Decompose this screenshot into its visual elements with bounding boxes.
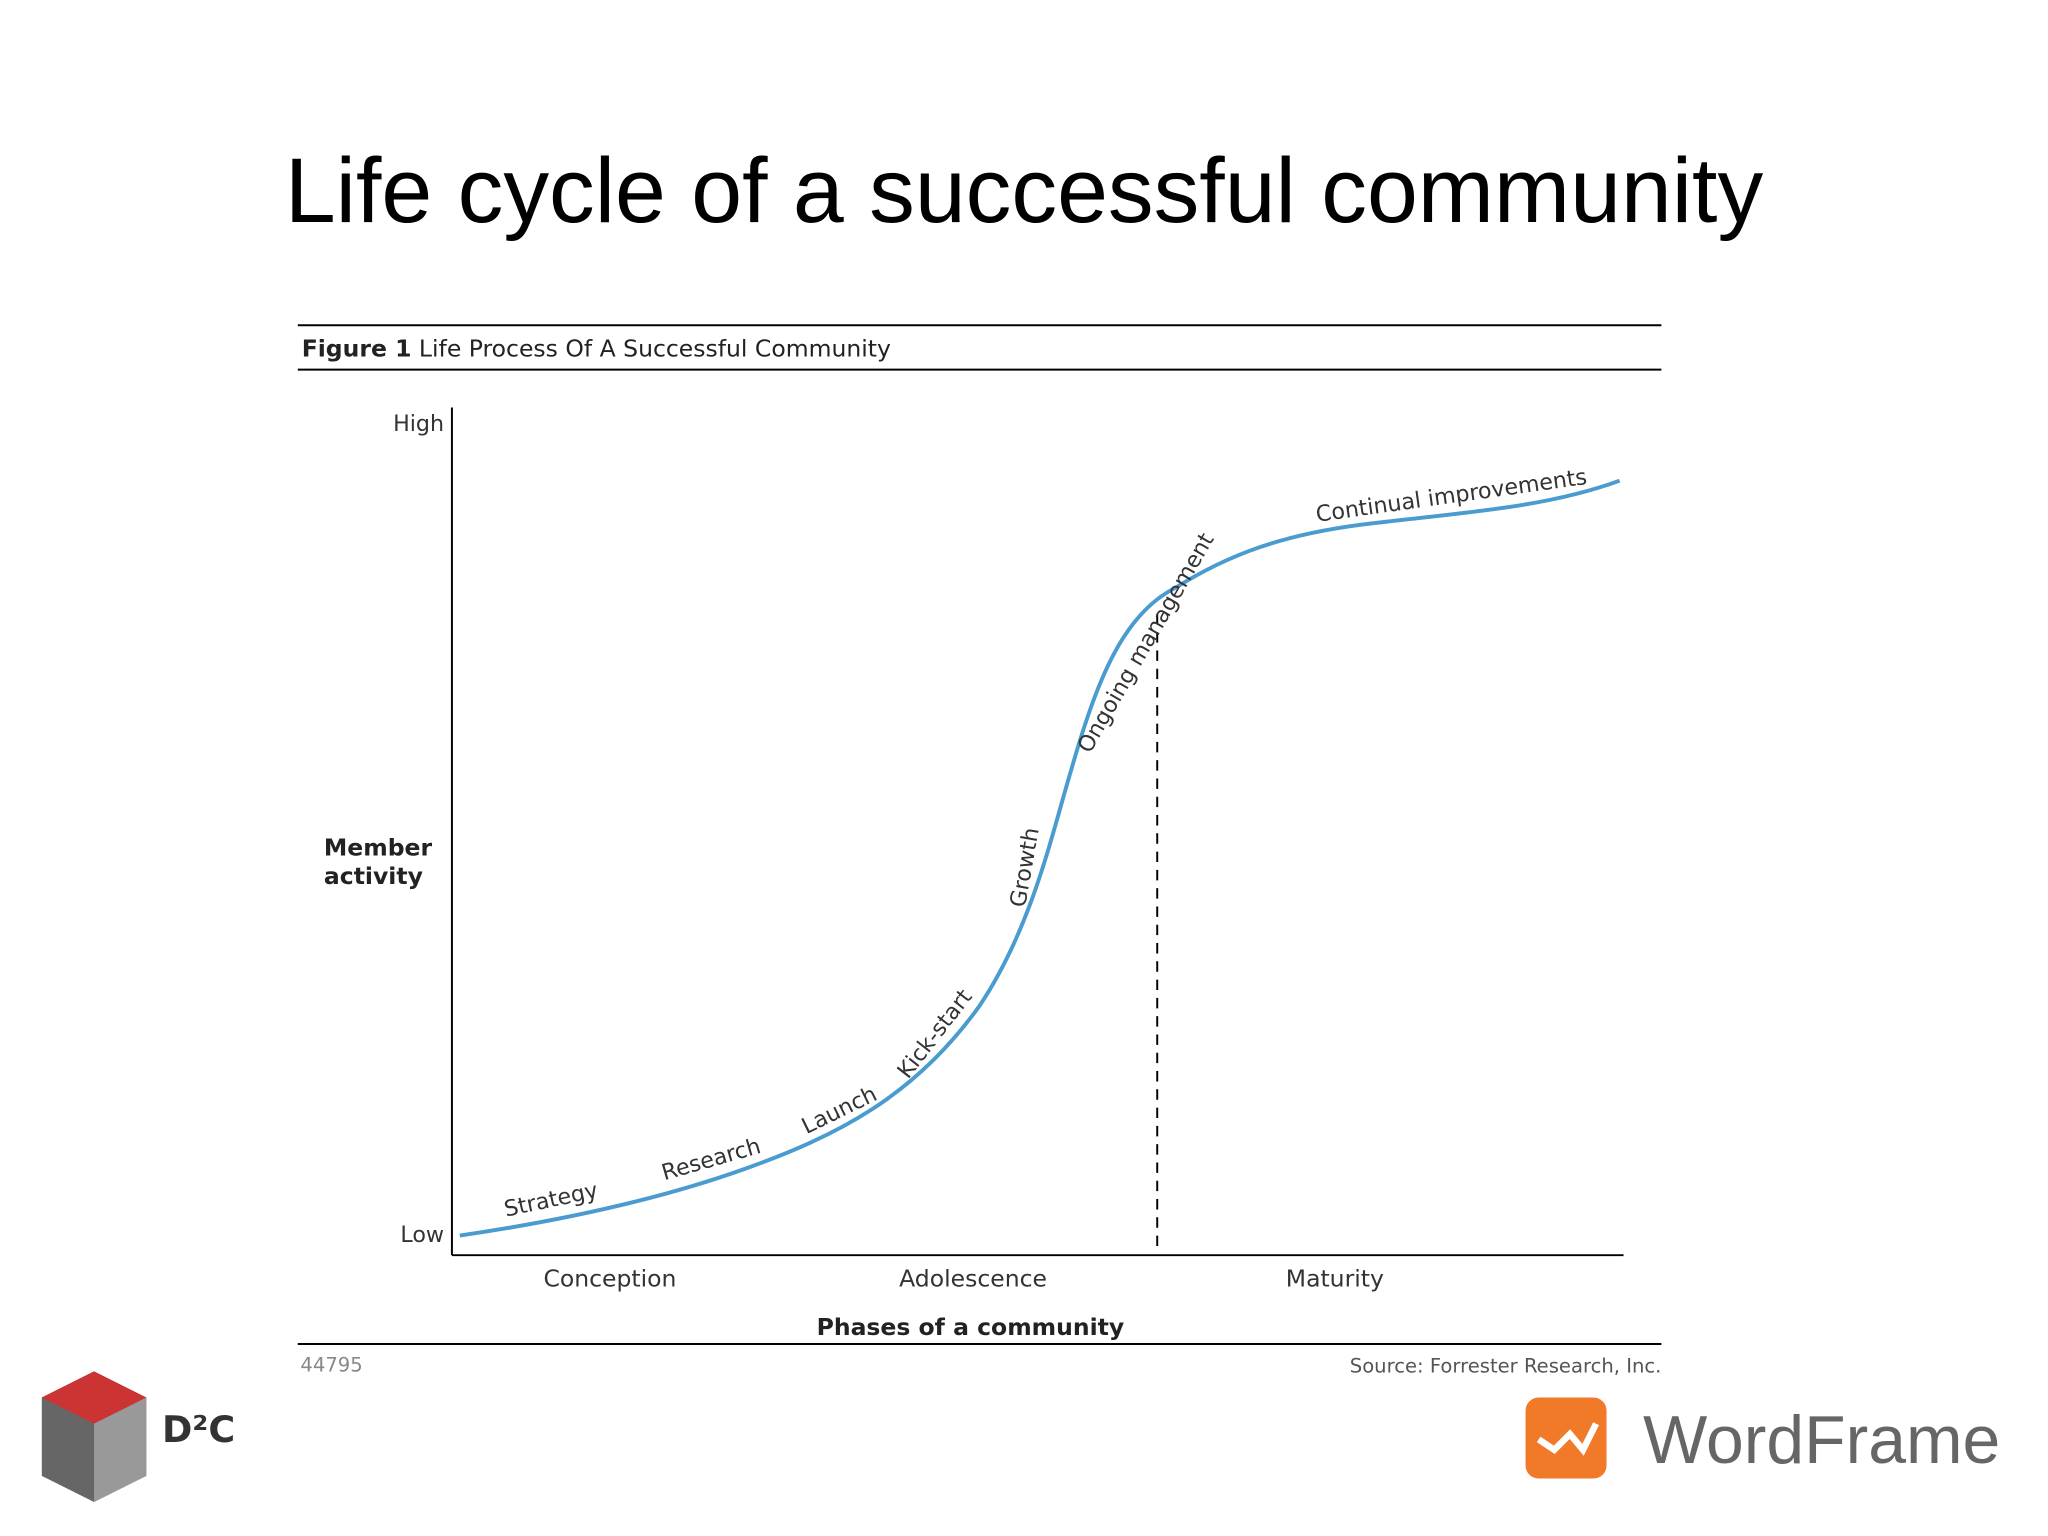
figure-label: Figure 1 — [302, 335, 412, 363]
y-label-line: Member — [324, 834, 433, 862]
phase-label: Maturity — [1286, 1265, 1384, 1293]
figure-caption: Figure 1 Life Process Of A Successful Co… — [302, 335, 891, 363]
figure-source: Source: Forrester Research, Inc. — [1350, 1355, 1662, 1378]
logo-text: WordFrame — [1643, 1403, 2000, 1478]
logo-text: D²C — [162, 1408, 235, 1451]
x-axis-label: Phases of a community — [817, 1313, 1125, 1341]
y-high: High — [393, 411, 444, 437]
wordframe-logo: WordFrame — [1525, 1397, 2000, 1479]
logo-cube-side — [94, 1397, 147, 1503]
phase-label: Conception — [543, 1265, 676, 1293]
life-cycle-curve — [459, 478, 1621, 1238]
slide-title: Life cycle of a successful community — [285, 140, 1764, 242]
figure-number: 44795 — [300, 1353, 362, 1376]
d2c-logo: D²C — [41, 1371, 235, 1503]
caption-text: Life Process Of A Successful Community — [419, 335, 891, 363]
logo-cube-top — [41, 1371, 147, 1424]
y-low: Low — [400, 1222, 444, 1248]
y-label-line: activity — [324, 862, 423, 890]
phase-label: Adolescence — [899, 1265, 1047, 1293]
logo-wave — [1536, 1422, 1600, 1456]
